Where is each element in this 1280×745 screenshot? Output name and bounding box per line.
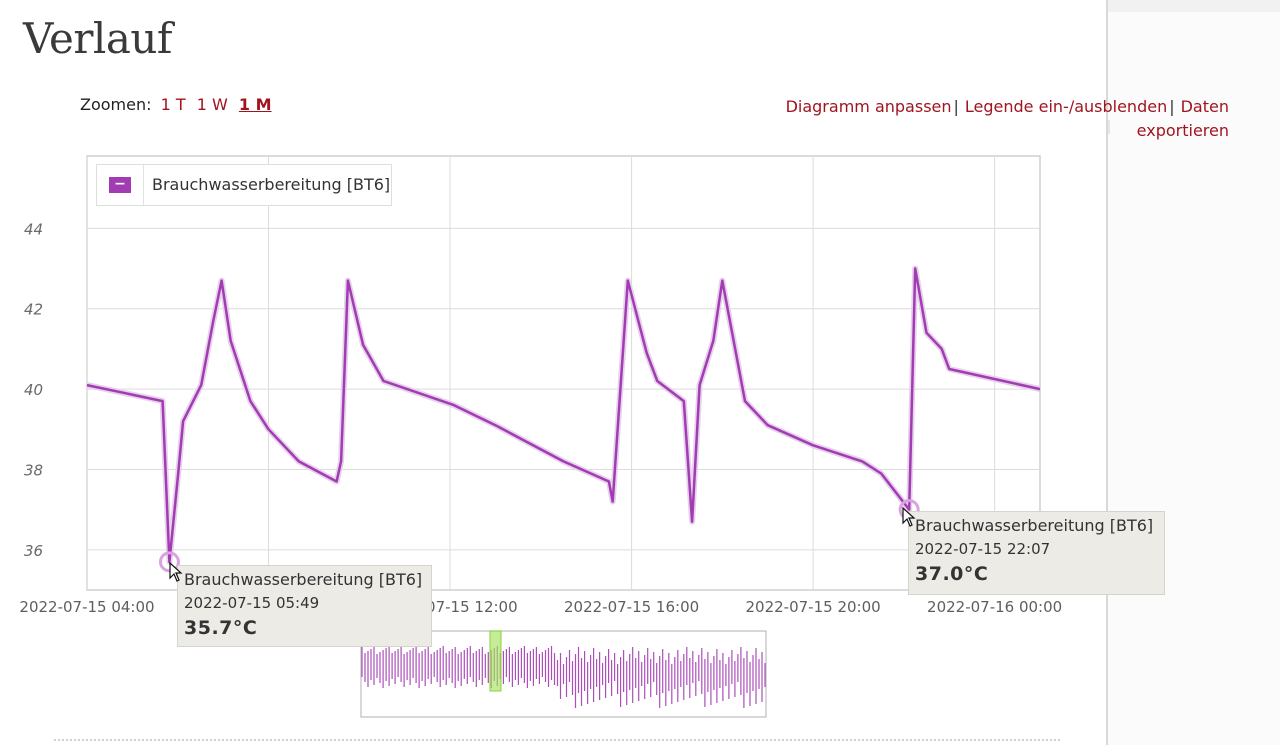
chart-actions: Diagramm anpassen | Legende ein-/ausblende… [709,95,1229,143]
zoom-1-day[interactable]: 1 T [160,95,186,114]
y-tick-label: 36 [24,542,43,560]
zoom-1-week[interactable]: 1 W [196,95,228,114]
toggle-legend-link[interactable]: Legende ein-/ausblenden [964,97,1168,116]
x-tick-label: 2022-07-15 20:00 [746,598,881,616]
tooltip-value: 37.0°C [915,563,989,585]
export-data-link[interactable]: Daten exportieren [1136,97,1229,140]
y-axis-ticks: 44 42 40 38 36 [24,220,43,559]
separator: | [1169,97,1175,116]
side-panel-strip [1108,0,1280,12]
legend-series-label: Brauchwasserbereitung [BT6] [152,175,391,194]
series-layer [86,265,1041,565]
x-tick-label: 2022-07-15 04:00 [19,598,154,616]
series-line [86,267,1041,564]
tooltip: Brauchwasserbereitung [BT6] 2022-07-15 0… [177,565,432,647]
zoom-1-month[interactable]: 1 M [238,95,272,114]
legend-swatch-box[interactable]: − [97,165,144,205]
grid [86,155,1041,591]
mouse-cursor-icon [902,507,916,527]
separator: | [953,97,959,116]
zoom-controls: Zoomen: 1 T 1 W 1 M [80,95,278,114]
tooltip-time: 2022-07-15 05:49 [184,594,320,612]
zoom-label: Zoomen: [80,95,152,114]
page-divider [1106,0,1108,745]
customize-chart-link[interactable]: Diagramm anpassen [785,97,952,116]
tooltip-series: Brauchwasserbereitung [BT6] [184,570,423,589]
tooltip-series: Brauchwasserbereitung [BT6] [915,516,1154,535]
x-tick-label: 2022-07-15 16:00 [564,598,699,616]
chart-legend[interactable]: − Brauchwasserbereitung [BT6] [96,164,392,206]
plot-area [86,155,1041,591]
footer-divider [54,739,1060,741]
navigator-window-handle[interactable] [489,630,502,692]
legend-toggle-icon[interactable]: − [109,177,131,193]
mouse-cursor-icon [169,562,183,582]
y-tick-label: 40 [24,381,43,399]
x-tick-label: 2022-07-16 00:00 [927,598,1062,616]
side-panel-marker [1108,120,1110,134]
tooltip-time: 2022-07-15 22:07 [915,540,1051,558]
tooltip: Brauchwasserbereitung [BT6] 2022-07-15 2… [908,511,1165,595]
y-tick-label: 38 [24,461,43,479]
page-title: Verlauf [23,14,172,63]
side-panel [1108,0,1280,745]
tooltip-value: 35.7°C [184,617,258,639]
y-tick-label: 42 [24,301,43,319]
y-tick-label: 44 [24,220,43,238]
